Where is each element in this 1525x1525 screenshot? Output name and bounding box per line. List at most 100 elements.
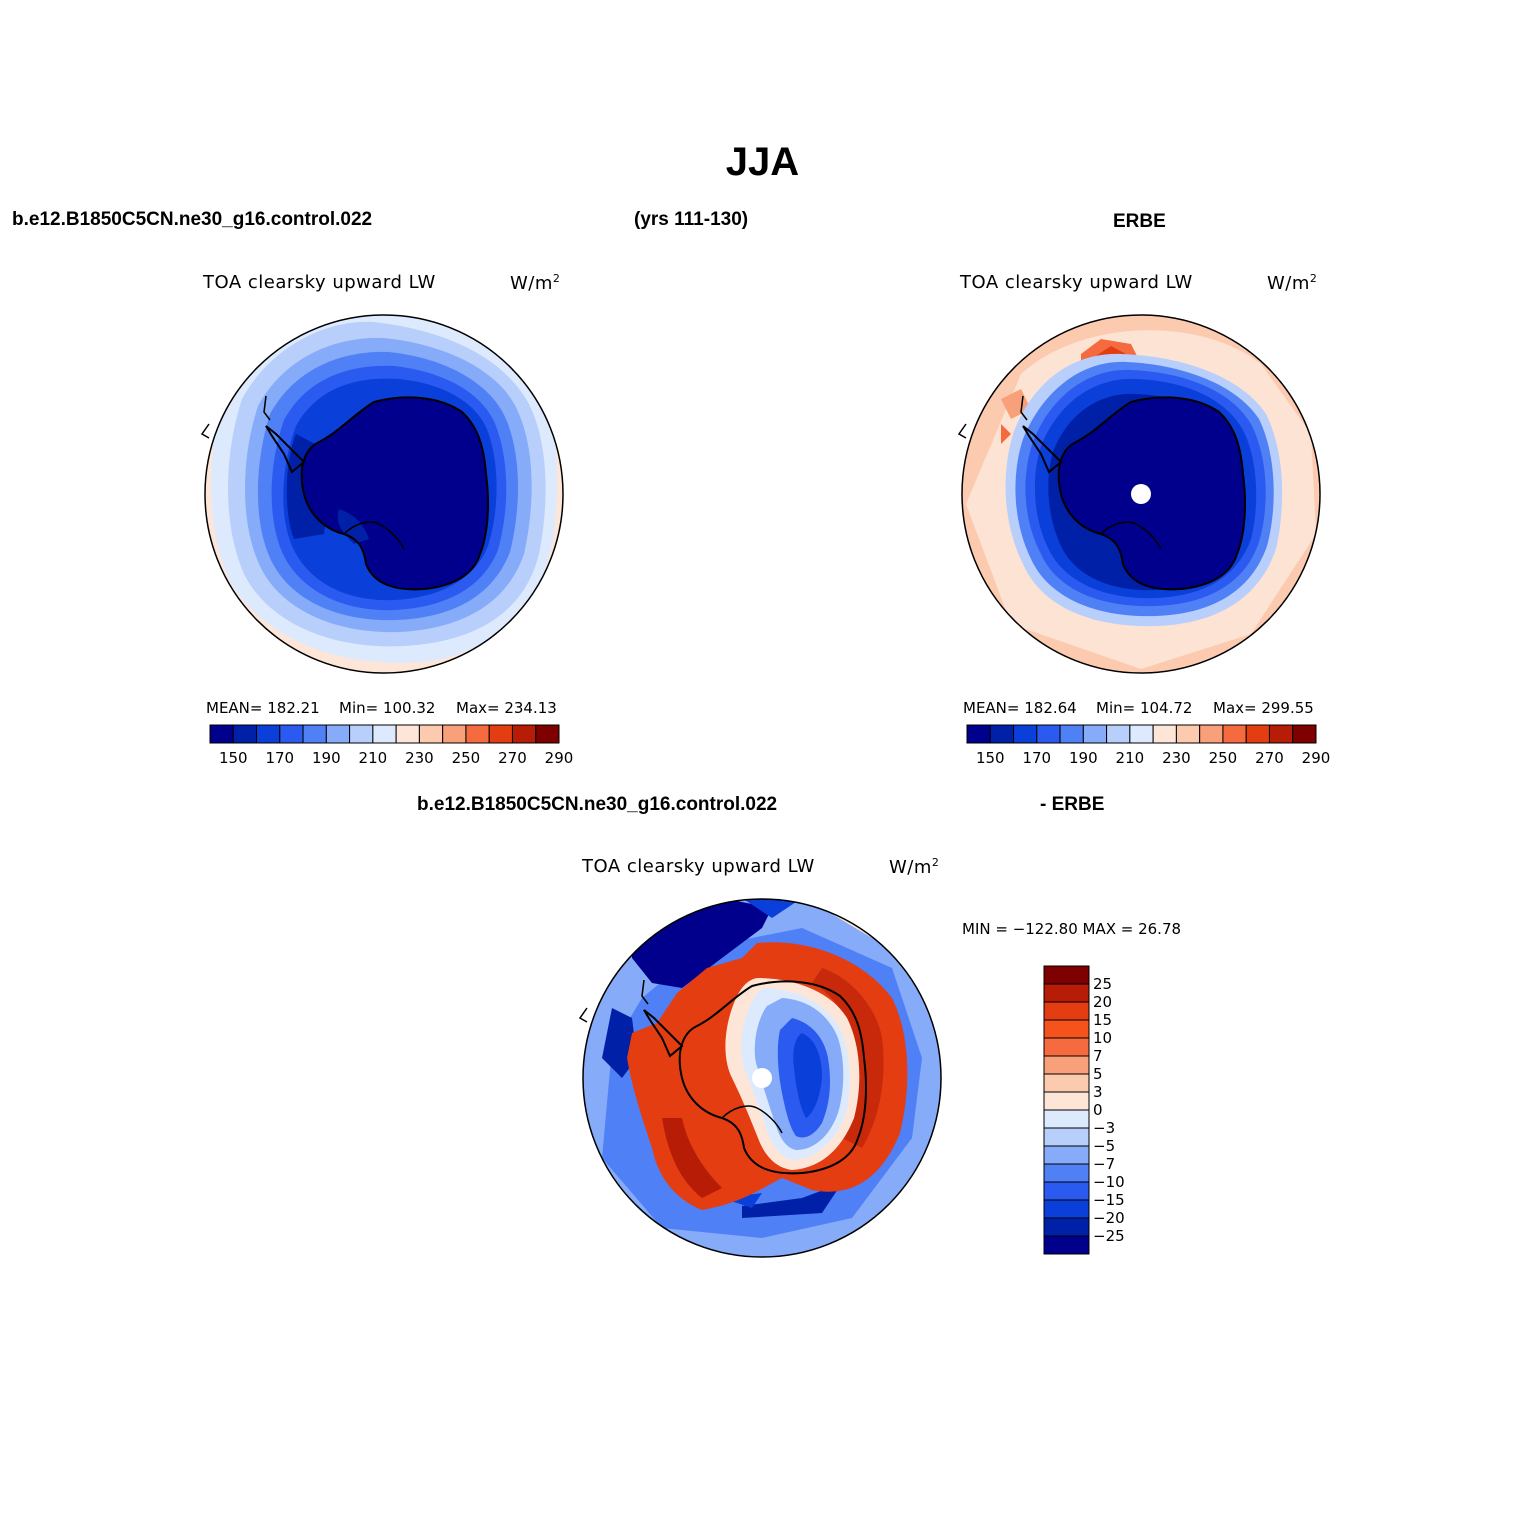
obs-colorbar-swatch	[1036, 724, 1061, 744]
model-max: Max= 234.13	[456, 699, 557, 717]
diff-colorbar-tick-label: 5	[1093, 1065, 1103, 1083]
obs-mean: MEAN= 182.64	[963, 699, 1077, 717]
obs-colorbar-swatch	[1129, 724, 1154, 744]
diff-minmax: MIN = −122.80 MAX = 26.78	[962, 920, 1182, 938]
top-left-case-label: b.e12.B1850C5CN.ne30_g16.control.022	[12, 209, 373, 230]
diff-colorbar-swatch	[1043, 1001, 1090, 1021]
obs-colorbar	[966, 724, 1317, 744]
obs-colorbar-tick-label: 170	[1022, 749, 1052, 767]
obs-min: Min= 104.72	[1096, 699, 1193, 717]
obs-colorbar-tick-label: 290	[1301, 749, 1331, 767]
obs-colorbar-swatch	[989, 724, 1015, 744]
model-min: Min= 100.32	[339, 699, 436, 717]
model-colorbar-tick-label: 290	[544, 749, 574, 767]
obs-colorbar-tick-label: 190	[1069, 749, 1098, 767]
obs-colorbar-tick-label: 150	[975, 749, 1005, 767]
top-right-case-label: ERBE	[1113, 211, 1166, 232]
bottom-left-case-label: b.e12.B1850C5CN.ne30_g16.control.022	[417, 794, 778, 815]
model-colorbar-swatch	[511, 724, 537, 744]
diff-colorbar-tick-label: 15	[1093, 1011, 1113, 1029]
diff-colorbar-tick-label: −15	[1093, 1191, 1125, 1209]
diff-colorbar-swatch	[1043, 983, 1090, 1003]
model-colorbar-swatch	[395, 724, 420, 744]
model-colorbar-tick-label: 230	[405, 749, 434, 767]
model-colorbar-swatch	[535, 724, 560, 744]
diff-colorbar-swatch	[1043, 1181, 1090, 1201]
model-colorbar-tick-label: 190	[312, 749, 341, 767]
obs-colorbar-swatch	[1013, 724, 1038, 744]
figure-title: JJA	[725, 140, 800, 184]
obs-colorbar-tick-label: 210	[1115, 749, 1145, 767]
model-colorbar-swatch	[279, 724, 304, 744]
diff-panel-units: W/m2	[889, 856, 940, 878]
model-panel-variable: TOA clearsky upward LW	[203, 272, 436, 293]
diff-colorbar-swatch	[1043, 1055, 1090, 1075]
diff-colorbar-tick-label: 7	[1093, 1047, 1103, 1065]
model-colorbar-swatch	[442, 724, 467, 744]
diff-colorbar-swatch	[1043, 1073, 1090, 1093]
model-colorbar-swatch	[325, 724, 351, 744]
obs-colorbar-tick-label: 230	[1162, 749, 1191, 767]
obs-colorbar-swatch	[1082, 724, 1108, 744]
obs-polar-map	[957, 314, 1321, 674]
model-polar-map	[200, 314, 564, 674]
obs-colorbar-swatch	[1152, 724, 1177, 744]
model-colorbar-swatch	[256, 724, 281, 744]
diff-colorbar-swatch	[1043, 1037, 1090, 1057]
diff-colorbar-tick-label: −3	[1093, 1119, 1116, 1137]
model-panel-units: W/m2	[510, 272, 561, 294]
model-colorbar-swatch	[232, 724, 258, 744]
obs-colorbar-tick-label: 250	[1208, 749, 1238, 767]
obs-colorbar-swatch	[1222, 724, 1247, 744]
obs-panel-variable: TOA clearsky upward LW	[960, 272, 1193, 293]
diff-colorbar-swatch	[1043, 1217, 1090, 1237]
model-colorbar-swatch	[209, 724, 234, 744]
diff-colorbar-swatch	[1043, 1091, 1090, 1111]
diff-colorbar-swatch	[1043, 1235, 1090, 1255]
obs-colorbar-tick-label: 270	[1255, 749, 1284, 767]
model-colorbar-swatch	[372, 724, 397, 744]
obs-colorbar-swatch	[1292, 724, 1317, 744]
diff-polar-map	[578, 898, 942, 1258]
obs-colorbar-swatch	[1245, 724, 1270, 744]
model-colorbar-swatch	[349, 724, 374, 744]
diff-colorbar-swatch	[1043, 965, 1090, 985]
model-colorbar-tick-label: 150	[218, 749, 248, 767]
diff-colorbar-swatch	[1043, 1145, 1090, 1165]
diff-colorbar-tick-label: 25	[1093, 975, 1113, 993]
diff-colorbar-swatch	[1043, 1127, 1090, 1147]
diff-colorbar-swatch	[1043, 1163, 1090, 1183]
model-mean: MEAN= 182.21	[206, 699, 320, 717]
obs-colorbar-swatch	[1106, 724, 1131, 744]
model-colorbar	[209, 724, 560, 744]
diff-panel-variable: TOA clearsky upward LW	[582, 856, 815, 877]
diff-colorbar-tick-label: −5	[1093, 1137, 1116, 1155]
model-colorbar-swatch	[465, 724, 490, 744]
diff-colorbar-tick-label: 10	[1093, 1029, 1113, 1047]
obs-panel-units: W/m2	[1267, 272, 1318, 294]
obs-colorbar-swatch	[966, 724, 991, 744]
obs-colorbar-swatch	[1199, 724, 1224, 744]
model-colorbar-swatch	[418, 724, 444, 744]
model-colorbar-swatch	[302, 724, 327, 744]
obs-colorbar-swatch	[1175, 724, 1201, 744]
years-label: (yrs 111-130)	[634, 209, 749, 230]
obs-max: Max= 299.55	[1213, 699, 1314, 717]
model-colorbar-tick-label: 210	[358, 749, 388, 767]
diff-colorbar	[1043, 965, 1090, 1255]
diff-colorbar-tick-label: 0	[1093, 1101, 1103, 1119]
model-colorbar-swatch	[488, 724, 513, 744]
obs-colorbar-swatch	[1059, 724, 1084, 744]
diff-colorbar-tick-label: −25	[1093, 1227, 1125, 1245]
obs-colorbar-swatch	[1268, 724, 1294, 744]
diff-colorbar-tick-label: −10	[1093, 1173, 1125, 1191]
diff-colorbar-tick-label: 3	[1093, 1083, 1103, 1101]
model-colorbar-tick-label: 170	[265, 749, 295, 767]
model-colorbar-tick-label: 250	[451, 749, 481, 767]
diff-colorbar-tick-label: −20	[1093, 1209, 1125, 1227]
diff-colorbar-swatch	[1043, 1109, 1090, 1129]
bottom-right-case-label: - ERBE	[1040, 794, 1105, 815]
diff-colorbar-tick-label: −7	[1093, 1155, 1116, 1173]
diff-colorbar-swatch	[1043, 1199, 1090, 1219]
diff-colorbar-swatch	[1043, 1019, 1090, 1039]
